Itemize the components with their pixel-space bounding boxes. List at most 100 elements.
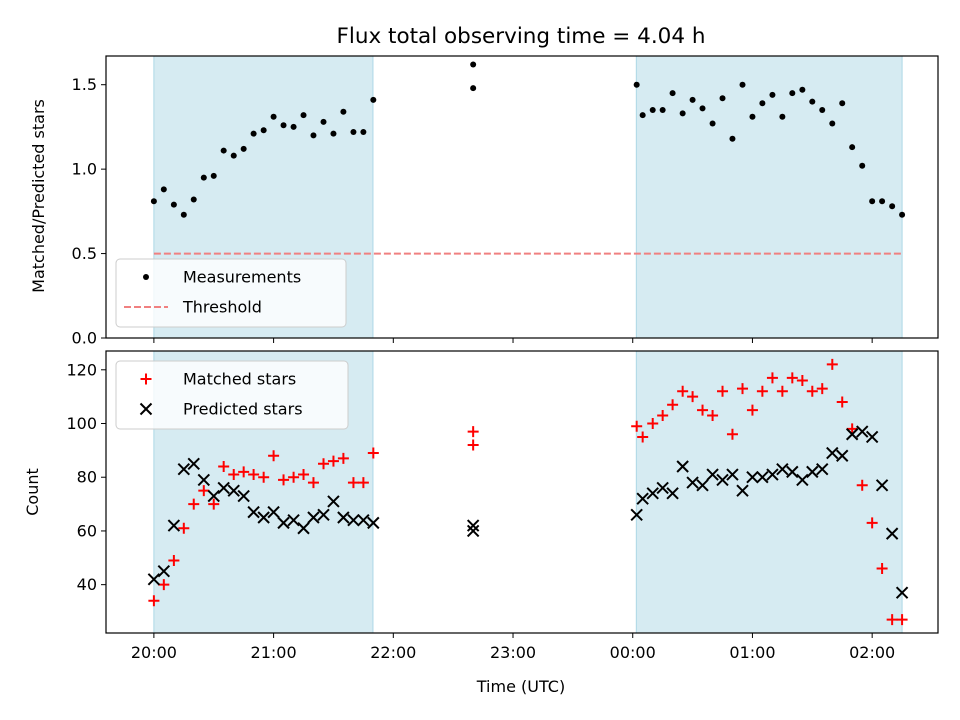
matched-star-point xyxy=(188,498,200,510)
legend-box xyxy=(115,360,349,430)
measurement-point xyxy=(350,128,357,135)
measurement-point xyxy=(340,108,347,115)
predicted-star-point xyxy=(347,513,360,527)
predicted-star-point xyxy=(227,484,240,497)
predicted-star-point xyxy=(167,519,181,532)
predicted-star-point xyxy=(666,487,679,500)
measurement-point xyxy=(689,96,696,103)
predicted-star-point xyxy=(147,573,161,586)
matched-star-point xyxy=(786,372,798,384)
measurement-point xyxy=(889,203,896,210)
measurement-point xyxy=(320,118,327,125)
matched-star-point xyxy=(248,469,260,481)
matched-star-point xyxy=(258,471,270,483)
x-tick-label: 21:00 xyxy=(251,643,297,662)
measurement-point xyxy=(210,172,217,179)
legend-plus-marker xyxy=(140,373,152,385)
predicted-star-point xyxy=(317,508,330,522)
predicted-star-point xyxy=(716,473,729,487)
measurement-point xyxy=(310,132,317,139)
matched-star-point xyxy=(631,420,643,432)
predicted-star-point xyxy=(826,446,839,460)
matched-star-point xyxy=(846,423,858,435)
x-axis-label: Time (UTC) xyxy=(476,677,565,696)
y-tick-label: 80 xyxy=(77,468,97,487)
matched-star-point xyxy=(677,385,689,397)
measurement-point xyxy=(839,100,846,107)
x-tick-label: 23:00 xyxy=(490,643,536,662)
measurement-point xyxy=(240,145,247,152)
matched-star-point xyxy=(896,614,908,626)
predicted-star-point xyxy=(327,495,340,508)
matched-star-point xyxy=(776,385,788,397)
matched-star-point xyxy=(337,452,349,464)
predicted-star-point xyxy=(630,508,643,522)
matched-star-point xyxy=(467,426,479,438)
matched-star-point xyxy=(357,477,369,489)
top-y-axis-label: Matched/Predicted stars xyxy=(29,99,48,293)
predicted-star-point xyxy=(357,513,370,527)
measurement-point xyxy=(739,81,746,88)
predicted-star-point xyxy=(856,425,869,438)
measurement-point xyxy=(679,110,686,117)
measurement-point xyxy=(200,174,207,181)
matched-star-point xyxy=(238,466,250,478)
measurement-point xyxy=(709,120,716,127)
matched-star-point xyxy=(148,595,160,607)
matched-star-point xyxy=(886,614,898,626)
matched-star-point xyxy=(876,563,888,575)
measurement-point xyxy=(899,211,906,218)
predicted-star-point xyxy=(766,468,779,481)
measurement-point xyxy=(250,130,257,137)
matched-star-point xyxy=(667,399,679,411)
y-tick-label: 0.5 xyxy=(72,244,97,263)
measurement-point xyxy=(220,147,227,154)
measurement-point xyxy=(280,122,287,129)
measurement-point xyxy=(849,144,856,151)
measurement-point xyxy=(160,186,167,193)
predicted-star-point xyxy=(756,471,769,484)
matched-star-point xyxy=(816,383,828,395)
predicted-star-point xyxy=(297,522,310,535)
predicted-star-point xyxy=(895,586,909,599)
axes-frame xyxy=(105,55,939,339)
predicted-star-point xyxy=(197,473,211,487)
measurement-point xyxy=(150,198,157,205)
predicted-star-point xyxy=(646,487,659,500)
measurement-point xyxy=(190,196,197,203)
matched-star-point xyxy=(766,372,778,384)
measurement-point xyxy=(699,105,706,112)
measurement-point xyxy=(649,107,656,114)
y-tick-label: 0.0 xyxy=(72,329,97,348)
predicted-star-point xyxy=(177,462,191,476)
x-tick-label: 00:00 xyxy=(610,643,656,662)
matched-star-point xyxy=(697,404,709,416)
matched-star-point xyxy=(158,579,170,591)
matched-star-point xyxy=(178,522,190,534)
measurement-point xyxy=(659,107,666,114)
measurement-point xyxy=(370,96,377,103)
predicted-star-point xyxy=(706,468,719,481)
predicted-star-point xyxy=(247,505,260,519)
matched-star-point xyxy=(657,409,669,421)
predicted-star-point xyxy=(885,527,899,540)
measurement-point xyxy=(360,128,367,135)
predicted-star-point xyxy=(267,505,280,519)
matched-star-point xyxy=(467,439,479,451)
matched-star-point xyxy=(347,477,359,489)
predicted-star-point xyxy=(686,476,699,489)
axes-frame xyxy=(105,350,939,634)
matched-star-point xyxy=(228,469,240,481)
legend-box xyxy=(115,258,347,328)
predicted-star-point xyxy=(217,481,230,495)
matched-star-point xyxy=(707,409,719,421)
predicted-star-point xyxy=(746,471,759,484)
matched-star-point xyxy=(278,474,290,486)
predicted-star-point xyxy=(796,473,809,487)
legend-label: Matched stars xyxy=(183,370,296,389)
matched-star-point xyxy=(647,418,659,430)
predicted-star-point xyxy=(875,479,889,492)
matched-star-point xyxy=(318,458,330,470)
y-tick-label: 1.5 xyxy=(72,75,97,94)
